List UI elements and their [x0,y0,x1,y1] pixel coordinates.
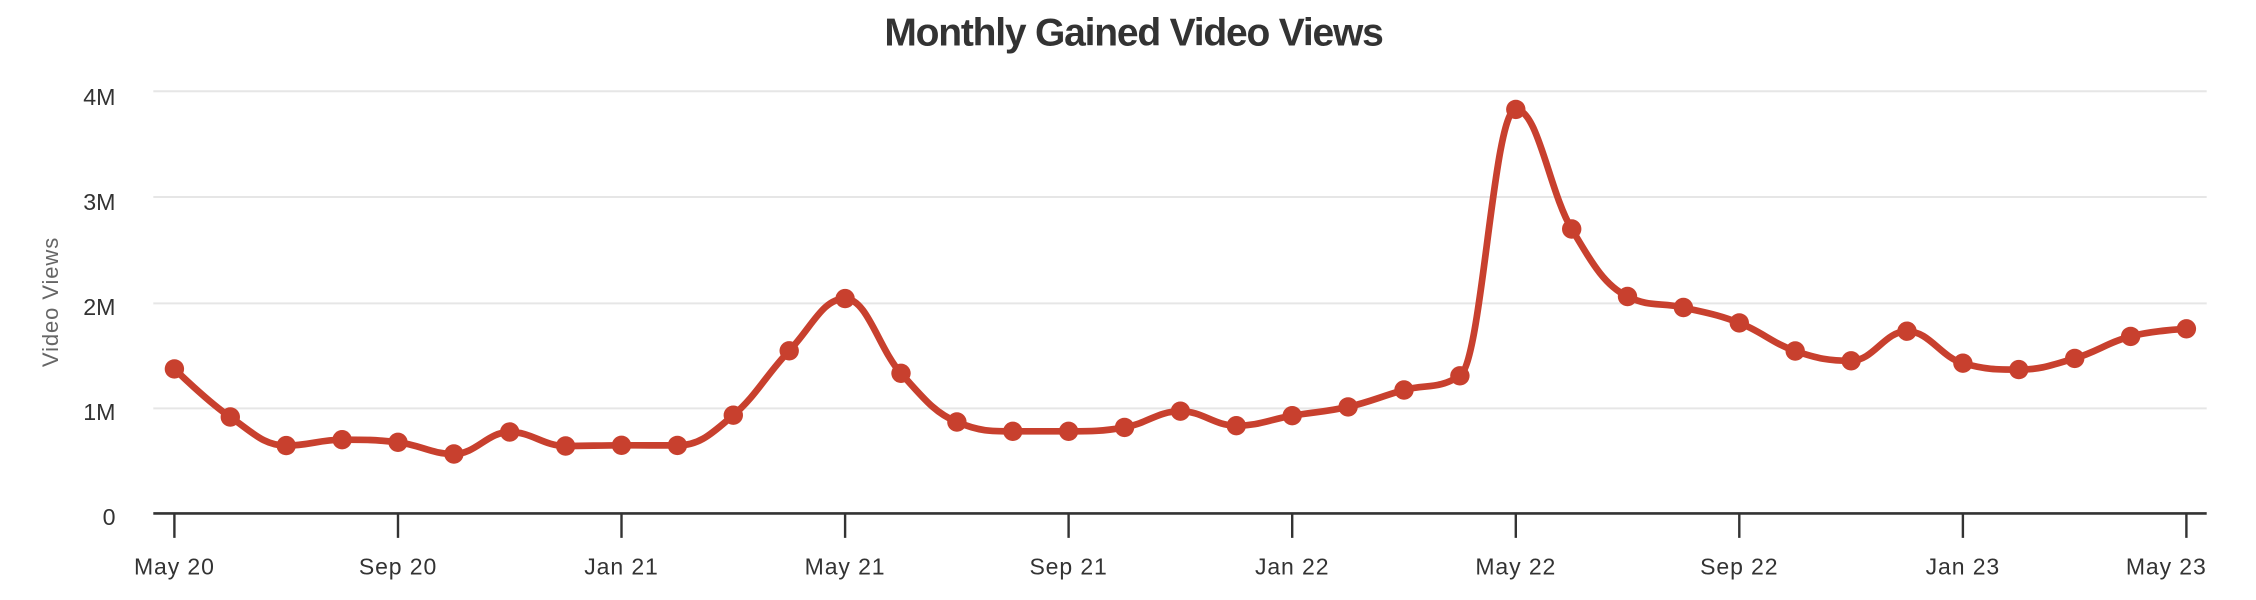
svg-text:May 20: May 20 [134,553,215,579]
svg-text:3M: 3M [83,189,115,215]
svg-text:Sep 20: Sep 20 [359,553,437,579]
svg-text:May 23: May 23 [2126,553,2207,579]
svg-text:Monthly Gained Video Views: Monthly Gained Video Views [884,12,1383,55]
svg-text:Sep 21: Sep 21 [1029,553,1107,579]
svg-text:4M: 4M [83,84,115,110]
svg-text:May 22: May 22 [1475,553,1556,579]
svg-text:0: 0 [103,504,116,530]
svg-text:Jan 23: Jan 23 [1926,553,2000,579]
svg-text:Jan 22: Jan 22 [1255,553,1329,579]
svg-text:Sep 22: Sep 22 [1700,553,1778,579]
svg-text:1M: 1M [83,399,115,425]
svg-text:Jan 21: Jan 21 [584,553,658,579]
svg-text:May 21: May 21 [805,553,886,579]
svg-text:Video Views: Video Views [38,237,63,367]
svg-text:2M: 2M [83,294,115,320]
